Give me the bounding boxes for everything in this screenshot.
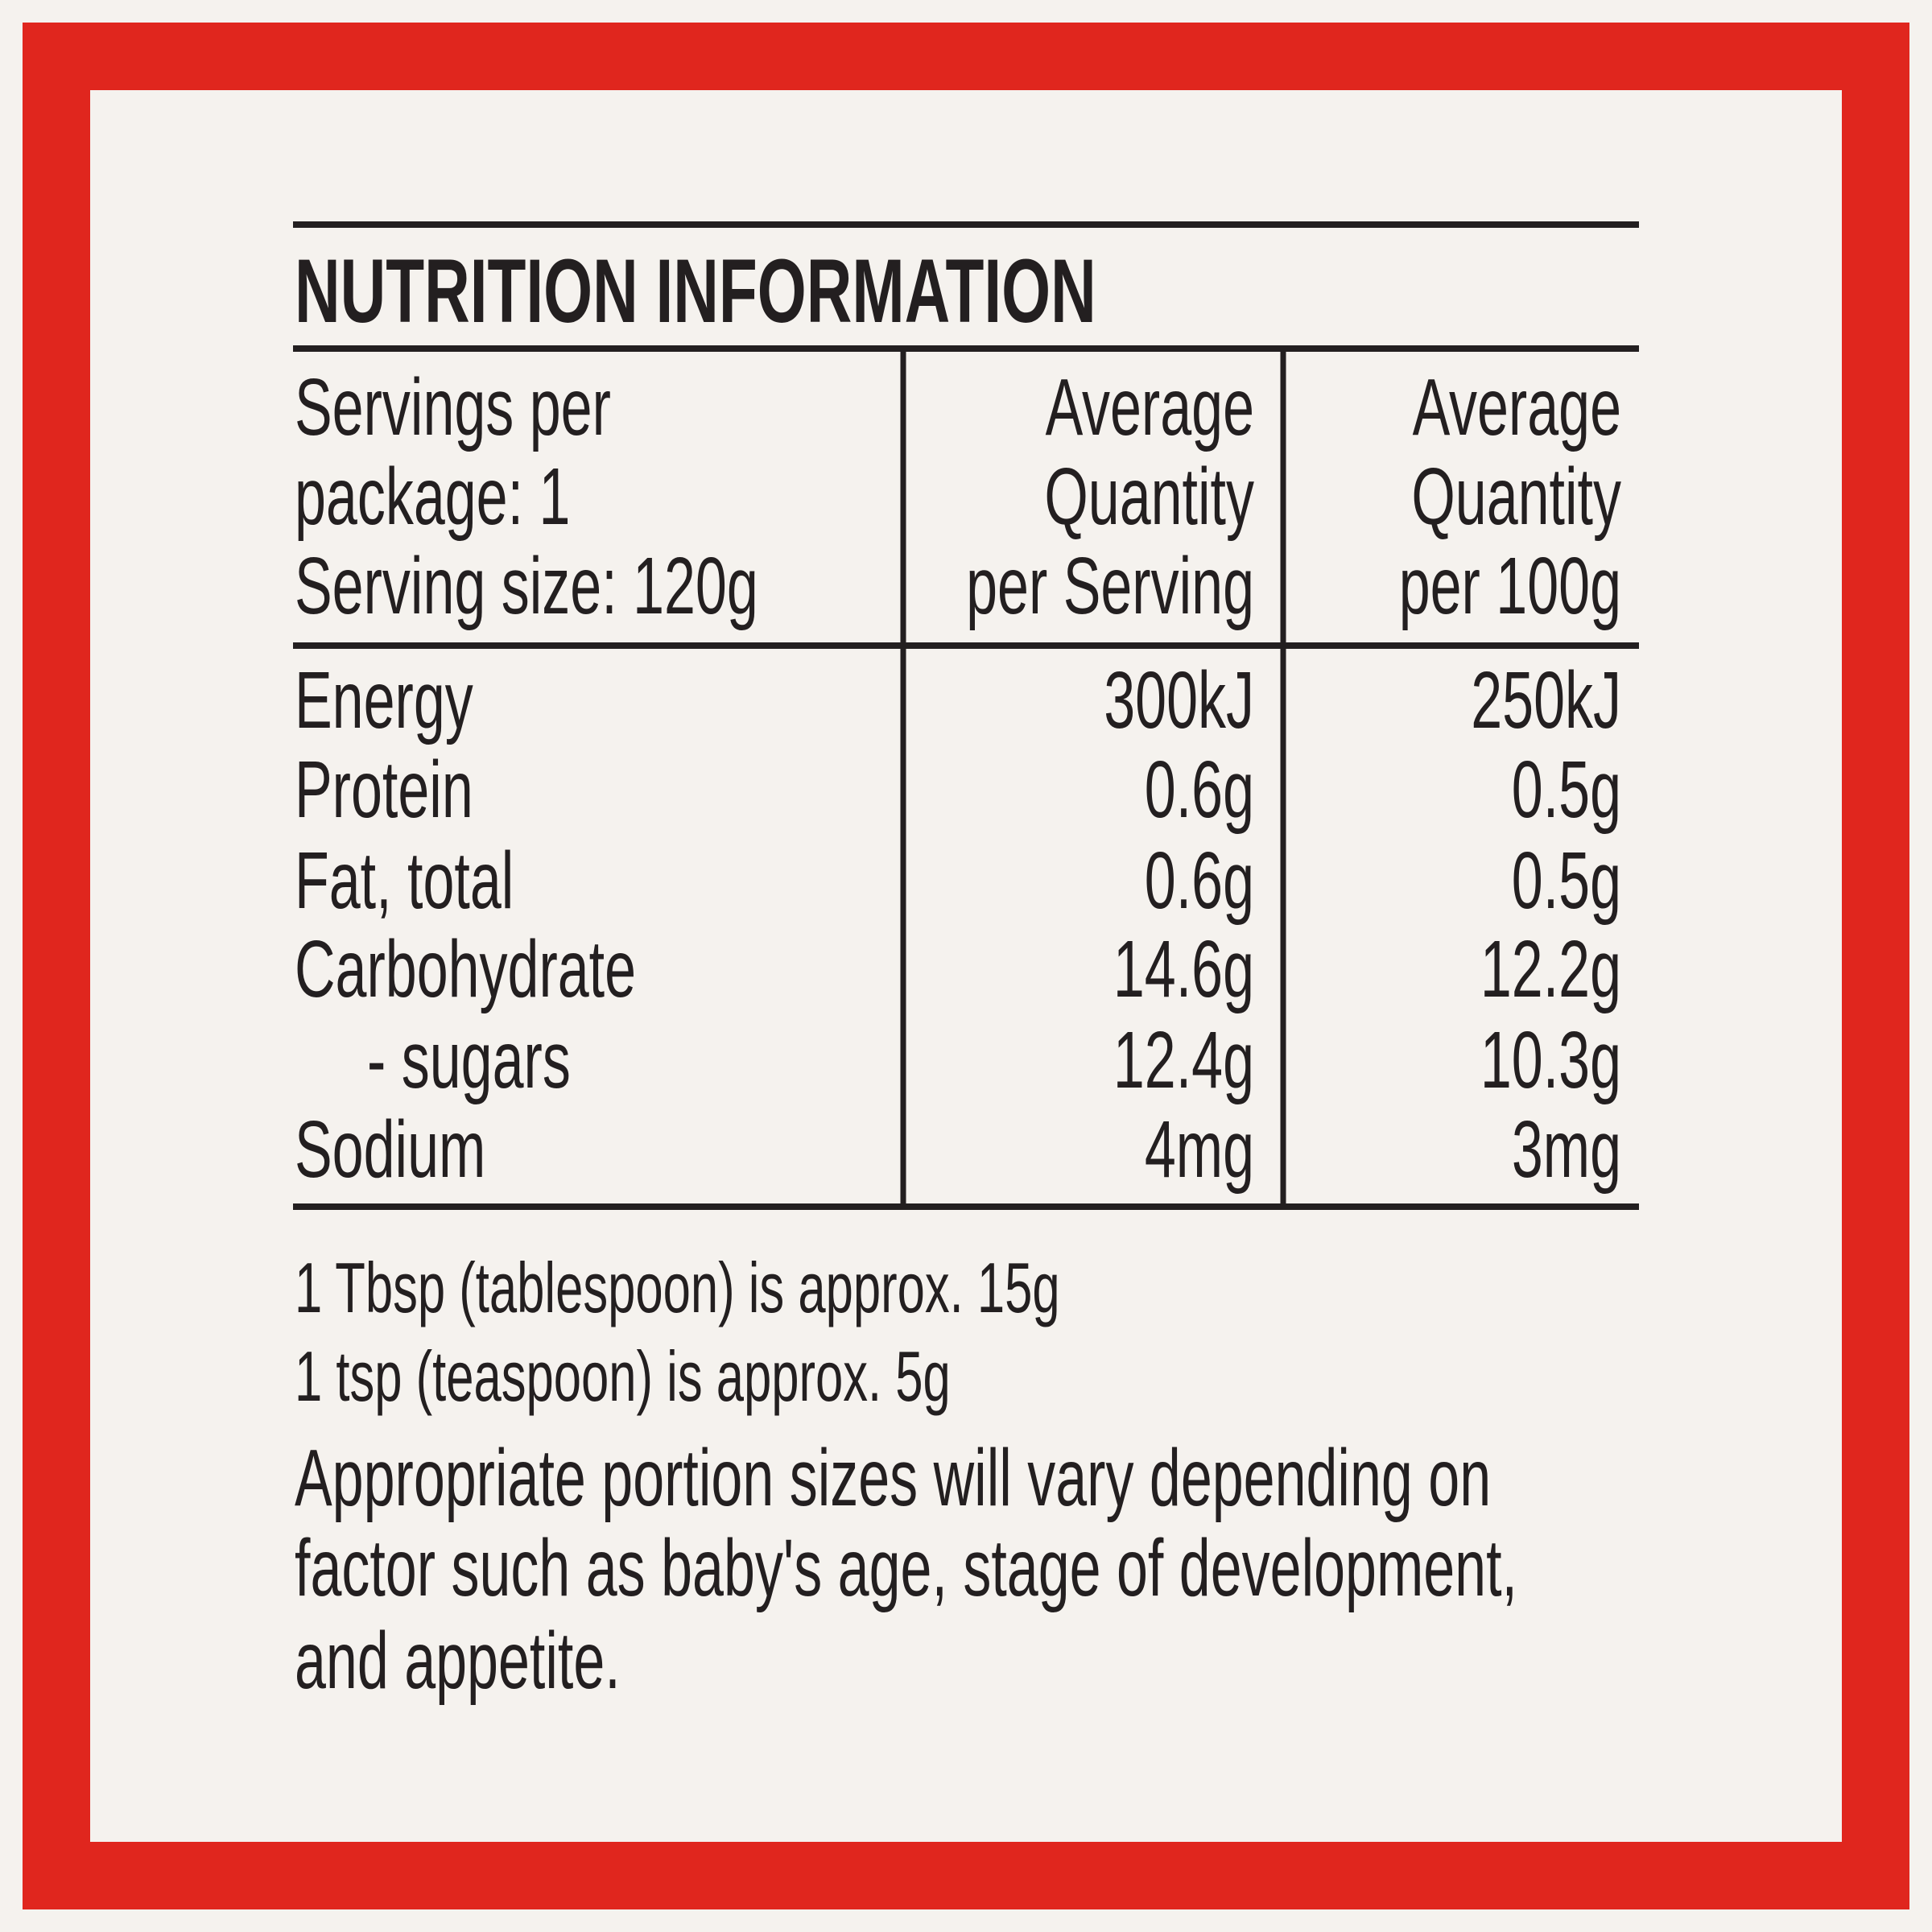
- note: Appropriate portion sizes will vary depe…: [295, 1434, 1491, 1523]
- footnote: 1 tsp (teaspoon) is approx. 5g: [295, 1337, 951, 1416]
- nutrient-name: Fat, total: [295, 836, 514, 926]
- per-serving-value: 4mg: [1145, 1105, 1254, 1195]
- column-header: Average: [1046, 363, 1254, 452]
- nutrient-name: Energy: [295, 656, 473, 745]
- column-header: Quantity: [1411, 452, 1621, 542]
- per-serving-value: 0.6g: [1145, 745, 1254, 835]
- nutrient-name: - sugars: [367, 1016, 571, 1105]
- per-serving-value: 14.6g: [1113, 925, 1254, 1014]
- texts: NUTRITION INFORMATION Servings perpackage…: [295, 241, 1621, 1706]
- column-header: Quantity: [1044, 452, 1254, 542]
- per-serving-value: 0.6g: [1145, 836, 1254, 926]
- serving-info: Serving size: 120g: [295, 542, 758, 631]
- panel: [90, 90, 1842, 1842]
- per-serving-value: 12.4g: [1113, 1016, 1254, 1105]
- nutrient-name: Carbohydrate: [295, 925, 636, 1014]
- column-header: per 100g: [1399, 542, 1621, 631]
- note: and appetite.: [295, 1616, 621, 1706]
- column-header: per Serving: [966, 542, 1254, 631]
- per-100g-value: 3mg: [1512, 1105, 1621, 1195]
- per-serving-value: 300kJ: [1104, 656, 1254, 745]
- title: NUTRITION INFORMATION: [295, 241, 1096, 341]
- per-100g-value: 0.5g: [1512, 836, 1621, 926]
- serving-info: Servings per: [295, 363, 611, 452]
- per-100g-value: 0.5g: [1512, 745, 1621, 835]
- footnote: 1 Tbsp (tablespoon) is approx. 15g: [295, 1249, 1060, 1327]
- per-100g-value: 10.3g: [1480, 1016, 1621, 1105]
- column-header: Average: [1413, 363, 1621, 452]
- note: factor such as baby's age, stage of deve…: [295, 1524, 1517, 1613]
- per-100g-value: 250kJ: [1471, 656, 1621, 745]
- nutrient-name: Sodium: [295, 1105, 485, 1195]
- per-100g-value: 12.2g: [1480, 925, 1621, 1014]
- nutrient-name: Protein: [295, 745, 473, 835]
- serving-info: package: 1: [295, 452, 570, 542]
